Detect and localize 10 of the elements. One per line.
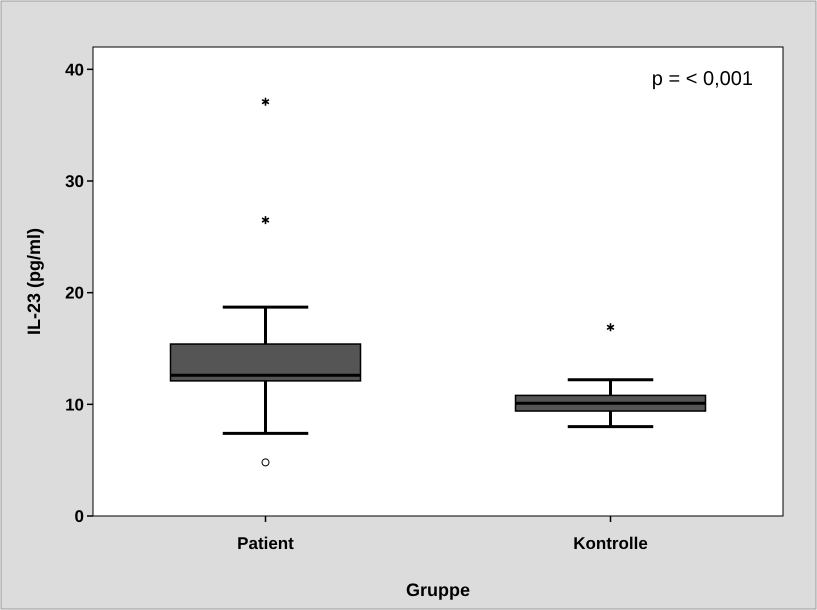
x-axis-title: Gruppe (406, 580, 470, 600)
annotation: p = < 0,001 (652, 68, 753, 90)
y-tick-label: 20 (65, 284, 84, 303)
y-tick-label: 10 (65, 395, 84, 414)
y-axis-title: IL-23 (pg/ml) (24, 228, 44, 335)
y-tick-label: 0 (74, 507, 84, 526)
y-tick-label: 40 (65, 60, 84, 80)
x-tick-label: Patient (237, 534, 294, 553)
x-tick-label: Kontrolle (573, 534, 648, 553)
y-tick-label: 30 (65, 172, 84, 191)
